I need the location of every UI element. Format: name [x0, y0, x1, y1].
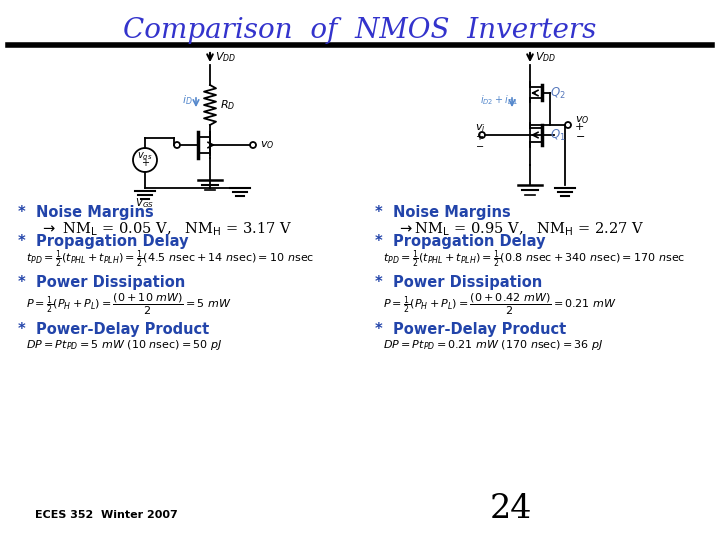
Text: $V_{GS}$: $V_{GS}$: [135, 196, 155, 210]
Text: $v_O$: $v_O$: [575, 114, 590, 126]
Text: $V_{DD}$: $V_{DD}$: [535, 50, 557, 64]
Text: $P=\frac{1}{2}(P_H+P_L)=\dfrac{(0+0.42\ mW)}{2}=0.21\ mW$: $P=\frac{1}{2}(P_H+P_L)=\dfrac{(0+0.42\ …: [383, 292, 616, 318]
Text: *  Power-Delay Product: * Power-Delay Product: [18, 322, 210, 337]
Text: *  Propagation Delay: * Propagation Delay: [375, 234, 546, 249]
Text: *  Noise Margins: * Noise Margins: [375, 205, 510, 220]
Text: $v_{gs}$: $v_{gs}$: [138, 151, 153, 163]
Text: $v_O$: $v_O$: [260, 139, 274, 151]
Text: $v_i$: $v_i$: [475, 122, 486, 134]
Text: ECES 352  Winter 2007: ECES 352 Winter 2007: [35, 510, 178, 520]
Text: 24: 24: [490, 493, 532, 525]
Text: $Q_2$: $Q_2$: [550, 85, 566, 100]
Text: $t_{PD}=\frac{1}{2}(t_{PHL}+t_{PLH})=\frac{1}{2}(4.5\ n\mathrm{sec}+14\ n\mathrm: $t_{PD}=\frac{1}{2}(t_{PHL}+t_{PLH})=\fr…: [26, 249, 315, 271]
Text: Comparison  of  NMOS  Inverters: Comparison of NMOS Inverters: [123, 17, 597, 44]
Text: $R_D$: $R_D$: [220, 98, 235, 112]
Text: $DP=Pt_{PD}=5\ mW\ (10\ n\mathrm{sec})=50\ pJ$: $DP=Pt_{PD}=5\ mW\ (10\ n\mathrm{sec})=5…: [26, 338, 222, 352]
Text: $\rightarrow$ NM$_\mathrm{L}$ = 0.05 V,   NM$_\mathrm{H}$ = 3.17 V: $\rightarrow$ NM$_\mathrm{L}$ = 0.05 V, …: [40, 220, 292, 238]
Text: +: +: [141, 158, 149, 168]
Text: $P=\frac{1}{2}(P_H+P_L)=\dfrac{(0+10\ mW)}{2}=5\ mW$: $P=\frac{1}{2}(P_H+P_L)=\dfrac{(0+10\ mW…: [26, 292, 232, 318]
Text: $i_D$: $i_D$: [182, 93, 193, 107]
Text: +: +: [475, 132, 483, 142]
Text: $-$: $-$: [575, 130, 585, 140]
Text: +: +: [575, 122, 585, 132]
Text: $t_{PD}=\frac{1}{2}(t_{PHL}+t_{PLH})=\frac{1}{2}(0.8\ n\mathrm{sec}+340\ n\mathr: $t_{PD}=\frac{1}{2}(t_{PHL}+t_{PLH})=\fr…: [383, 249, 685, 271]
Text: $V_{DD}$: $V_{DD}$: [215, 50, 236, 64]
Text: *  Propagation Delay: * Propagation Delay: [18, 234, 189, 249]
Text: $Q_1$: $Q_1$: [550, 127, 566, 143]
Text: *  Power-Delay Product: * Power-Delay Product: [375, 322, 566, 337]
Text: $DP=Pt_{PD}=0.21\ mW\ (170\ n\mathrm{sec})=36\ pJ$: $DP=Pt_{PD}=0.21\ mW\ (170\ n\mathrm{sec…: [383, 338, 603, 352]
Text: $\rightarrow$NM$_\mathrm{L}$ = 0.95 V,   NM$_\mathrm{H}$ = 2.27 V: $\rightarrow$NM$_\mathrm{L}$ = 0.95 V, N…: [397, 220, 644, 238]
Text: *  Power Dissipation: * Power Dissipation: [18, 275, 185, 290]
Text: $-$: $-$: [475, 140, 484, 150]
Text: *  Noise Margins: * Noise Margins: [18, 205, 154, 220]
Text: *  Power Dissipation: * Power Dissipation: [375, 275, 542, 290]
Text: $i_{D2}+i_{D1}$: $i_{D2}+i_{D1}$: [480, 93, 518, 107]
